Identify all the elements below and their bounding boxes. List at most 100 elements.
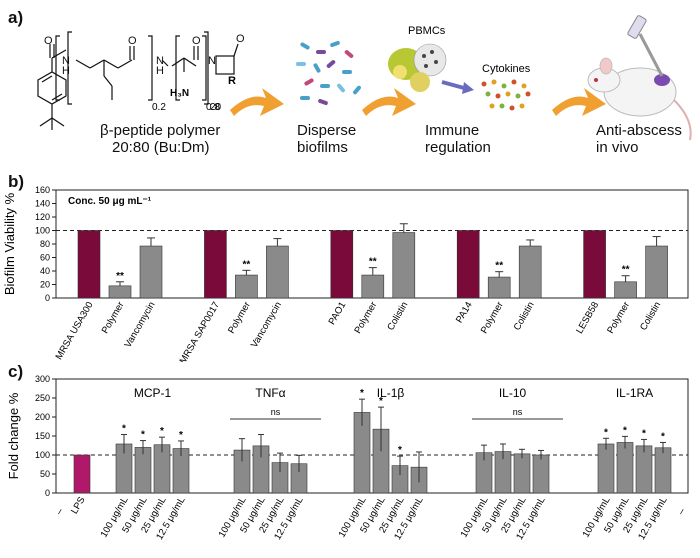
bar xyxy=(392,232,416,299)
significance-marker: ** xyxy=(243,259,251,270)
bar xyxy=(108,285,132,299)
bar xyxy=(654,447,672,494)
x-tick-label: Polymer xyxy=(605,300,632,336)
bar xyxy=(266,245,289,299)
y-axis-label: Biofilm Viability % xyxy=(2,192,17,295)
significance-marker: * xyxy=(360,388,364,399)
y-tick-label: 200 xyxy=(35,412,50,422)
significance-marker: * xyxy=(642,428,646,439)
x-tick-label: Polymer xyxy=(226,300,253,336)
x-tick-label: Colistin xyxy=(512,300,537,332)
significance-marker: * xyxy=(122,423,126,434)
subscript-h3n: H₃N xyxy=(170,88,189,99)
x-tick-label: PA14 xyxy=(454,300,475,325)
svg-text:N: N xyxy=(208,55,216,67)
y-tick-label: 120 xyxy=(35,212,50,222)
svg-text:N: N xyxy=(156,55,164,67)
bar xyxy=(456,230,480,299)
bar xyxy=(614,281,637,299)
bar xyxy=(583,230,606,299)
bar xyxy=(487,276,511,299)
bar xyxy=(139,245,163,299)
y-tick-label: 250 xyxy=(35,393,50,403)
panel-c-label: c) xyxy=(8,362,24,381)
bar xyxy=(513,453,531,494)
subscript-n: 20 xyxy=(210,102,222,113)
bar xyxy=(616,442,634,494)
x-tick-label: LESB58 xyxy=(574,300,601,336)
significance-marker: * xyxy=(379,396,383,407)
y-tick-label: 140 xyxy=(35,199,50,209)
bar xyxy=(361,274,385,299)
x-tick-label: Polymer xyxy=(100,300,127,336)
svg-text:H: H xyxy=(156,65,164,77)
flow-arrows xyxy=(230,88,606,116)
svg-text:O: O xyxy=(128,35,137,47)
arrow-2 xyxy=(362,88,416,116)
polymer-structure xyxy=(37,31,239,130)
y-tick-label: 20 xyxy=(40,280,50,290)
y-tick-label: 0 xyxy=(45,488,50,498)
significance-marker: * xyxy=(179,430,183,441)
step-disperse-line2: biofilms xyxy=(297,139,348,156)
panel-b-label: b) xyxy=(8,172,25,191)
bar xyxy=(532,454,550,494)
pbmc-to-cytokine-arrow xyxy=(441,80,465,90)
bar xyxy=(73,454,91,494)
group-title: IL-10 xyxy=(499,386,527,400)
bar xyxy=(518,245,542,299)
mouse-illustration xyxy=(587,15,692,141)
arrow-3 xyxy=(552,88,606,116)
subscript-r: R xyxy=(228,75,236,87)
significance-marker: * xyxy=(141,430,145,441)
group-title: MCP-1 xyxy=(134,386,172,400)
step-disperse-line1: Disperse xyxy=(297,122,357,139)
step-abscess-line2: in vivo xyxy=(596,139,639,156)
bar xyxy=(204,230,227,299)
group-title: IL-1β xyxy=(377,386,405,400)
x-tick-label: Colistin xyxy=(638,300,663,332)
y-tick-label: 100 xyxy=(35,226,50,236)
x-tick-label: Colistin xyxy=(385,300,410,332)
bar xyxy=(330,230,354,299)
arrow-1 xyxy=(230,88,284,116)
significance-marker: ** xyxy=(116,271,124,282)
svg-text:H: H xyxy=(62,65,70,77)
significance-marker: * xyxy=(661,431,665,442)
x-tick-label: PAO1 xyxy=(327,300,349,327)
svg-text:O: O xyxy=(236,33,245,45)
bar xyxy=(635,445,653,494)
ns-label: ns xyxy=(513,407,523,417)
x-tick-label: LPS xyxy=(69,495,88,516)
x-edge-label: – xyxy=(676,506,689,517)
cytokines-label: Cytokines xyxy=(482,63,531,75)
y-tick-label: 60 xyxy=(40,253,50,263)
x-tick-label: Vancomycin xyxy=(123,300,158,350)
y-tick-label: 50 xyxy=(40,469,50,479)
bar xyxy=(597,443,615,494)
pbmcs-label: PBMCs xyxy=(408,25,446,37)
pbmc-cells-illustration xyxy=(388,43,447,92)
panel-a-label: a) xyxy=(8,8,24,27)
y-tick-label: 300 xyxy=(35,374,50,384)
step-immune-line2: regulation xyxy=(425,139,491,156)
bar xyxy=(77,230,101,299)
y-tick-label: 80 xyxy=(40,239,50,249)
y-tick-label: 160 xyxy=(35,185,50,195)
y-tick-label: 0 xyxy=(45,293,50,303)
concentration-annotation: Conc. 50 μg mL⁻¹ xyxy=(68,196,152,207)
significance-marker: ** xyxy=(622,265,630,276)
bar xyxy=(235,274,258,299)
biofilm-viability-chart: 0 20 40 60 80 100 120 140 160 Biofilm Viability %… xyxy=(2,185,689,362)
group-title: IL-1RA xyxy=(616,386,653,400)
y-tick-label: 100 xyxy=(35,450,50,460)
y-tick-label: 150 xyxy=(35,431,50,441)
polymer-ratio-label: 20:80 (Bu:Dm) xyxy=(112,139,210,156)
significance-marker: * xyxy=(160,426,164,437)
y-tick-label: 40 xyxy=(40,266,50,276)
group-title: TNFα xyxy=(255,386,285,400)
svg-text:O: O xyxy=(192,35,201,47)
significance-marker: ** xyxy=(495,261,503,272)
